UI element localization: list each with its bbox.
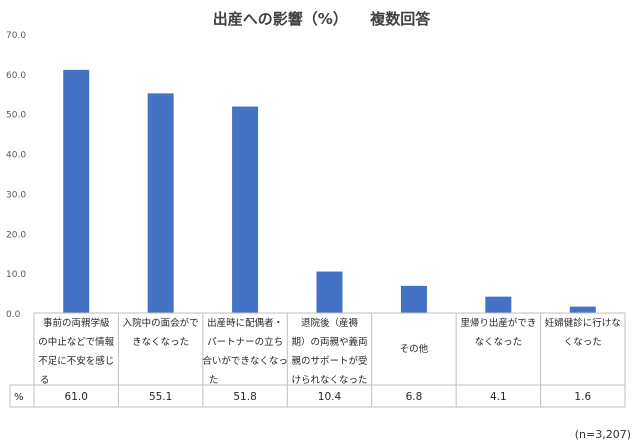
category-label: なくなった	[475, 337, 523, 348]
table-row-label: %	[14, 392, 24, 403]
y-tick-label: 40.0	[6, 151, 26, 161]
category-label: 合いができなくなっ	[202, 355, 288, 367]
category-label: 里帰り出産ができ	[460, 317, 536, 329]
bar	[147, 93, 174, 313]
category-label: 不足に不安を感じ	[38, 355, 114, 367]
category-label: 入院中の面会がで	[123, 317, 199, 329]
value-label: 6.8	[406, 391, 423, 403]
value-label: 1.6	[574, 391, 591, 403]
category-label: 妊婦健診に行けな	[545, 317, 621, 329]
category-label: た	[209, 375, 219, 386]
value-label: 55.1	[149, 391, 172, 403]
bar	[232, 106, 259, 313]
category-label: その他	[400, 343, 429, 355]
category-label: けられなくなった	[291, 375, 367, 386]
bar	[400, 285, 427, 313]
value-label: 4.1	[490, 391, 507, 403]
category-label: の中止などで情報	[38, 336, 114, 348]
category-label: 出産時に配偶者・	[207, 317, 283, 329]
category-label: る	[40, 375, 50, 386]
category-label: 期）の両親や義両	[291, 336, 367, 348]
bar	[316, 271, 343, 313]
y-tick-label: 30.0	[6, 190, 26, 200]
value-label: 61.0	[65, 391, 88, 403]
bar	[63, 69, 90, 313]
value-label: 10.4	[318, 391, 342, 403]
category-label: パートナーの立ち	[207, 336, 283, 348]
category-label: 退院後（産褥	[301, 317, 359, 329]
y-tick-label: 70.0	[6, 31, 26, 41]
y-tick-label: 60.0	[6, 71, 26, 81]
chart-title: 出産への影響（%） 複数回答	[212, 10, 431, 28]
category-label: きなくなった	[132, 337, 189, 348]
y-tick-label: 10.0	[6, 270, 26, 280]
y-tick-label: 0.0	[6, 310, 21, 320]
category-label: 事前の両親学級	[43, 317, 110, 329]
category-label: くなった	[564, 337, 602, 348]
y-tick-label: 50.0	[6, 111, 26, 121]
category-label: 親のサポートが受	[291, 355, 367, 367]
y-tick-label: 20.0	[6, 230, 26, 240]
bar	[485, 296, 512, 313]
bar	[569, 306, 596, 313]
value-label: 51.8	[233, 391, 256, 403]
sample-size-note: (n=3,207)	[574, 428, 631, 441]
